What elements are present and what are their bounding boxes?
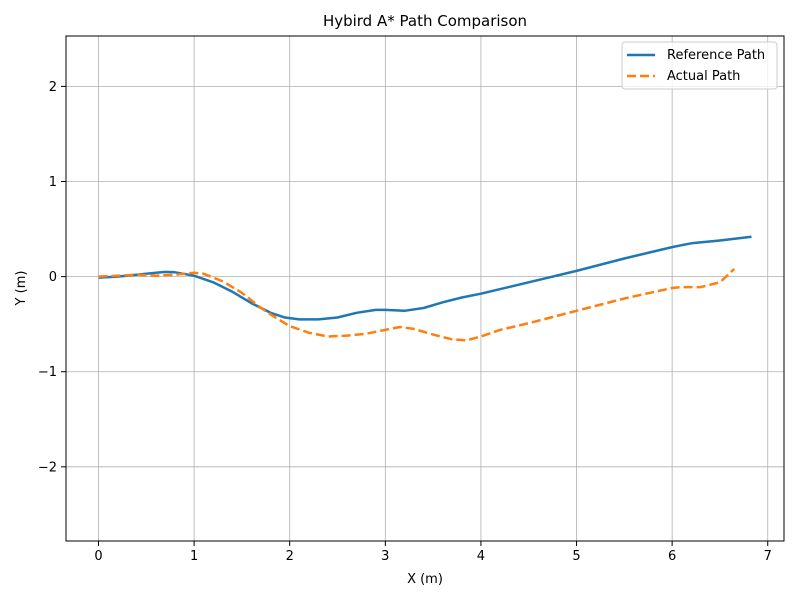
series-line-reference-path — [98, 235, 752, 321]
plot-area-frame — [65, 35, 785, 542]
y-tick-label: −1 — [38, 365, 57, 380]
x-tick-label: 6 — [668, 549, 676, 564]
chart-title: Hybird A* Path Comparison — [323, 12, 527, 30]
x-tick-label: 4 — [477, 549, 485, 564]
series-line-actual-path — [98, 268, 736, 342]
y-tick-label: 1 — [49, 175, 57, 190]
x-tick-label: 5 — [572, 549, 580, 564]
y-tick-label: 0 — [49, 270, 57, 285]
legend-label-reference-path: Reference Path — [667, 48, 765, 63]
x-tick-label: 0 — [94, 549, 102, 564]
y-axis-label: Y (m) — [14, 271, 29, 307]
y-tick-label: −2 — [38, 460, 57, 475]
legend: Reference Path Actual Path — [621, 41, 778, 90]
x-tick-label: 2 — [286, 549, 294, 564]
x-axis-label: X (m) — [407, 572, 443, 587]
ticks: 0 1 2 3 4 5 6 7 −2 −1 0 1 2 — [38, 80, 772, 564]
x-tick-label: 3 — [381, 549, 389, 564]
x-tick-label: 7 — [764, 549, 772, 564]
legend-label-actual-path: Actual Path — [667, 69, 740, 84]
y-tick-label: 2 — [49, 80, 57, 95]
plot-lines — [98, 235, 752, 342]
legend-box — [621, 41, 778, 90]
x-tick-label: 1 — [190, 549, 198, 564]
